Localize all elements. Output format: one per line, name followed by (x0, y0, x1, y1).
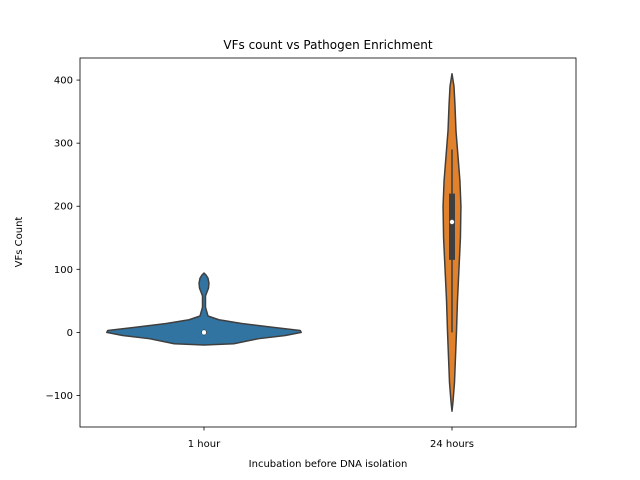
violin-group-1-hour (106, 272, 302, 346)
violin-iqr-box (449, 193, 455, 260)
y-axis: −100 0 100 200 300 400 (46, 76, 80, 402)
axes-frame (79, 57, 577, 428)
plot-area (106, 73, 462, 412)
violin-median-point (201, 330, 207, 335)
violin-median-point (449, 219, 455, 225)
y-tick-label: 100 (54, 265, 73, 276)
x-axis: 1 hour 24 hours (188, 427, 474, 450)
x-tick-label: 24 hours (430, 439, 474, 450)
y-tick-label: 400 (54, 76, 73, 87)
chart-title: VFs count vs Pathogen Enrichment (223, 38, 432, 52)
violin-group-24-hours (442, 73, 462, 412)
x-tick-label: 1 hour (188, 439, 221, 450)
y-tick-label: −100 (46, 391, 73, 402)
violin-body (106, 272, 302, 346)
y-tick-label: 0 (67, 328, 73, 339)
y-tick-label: 200 (54, 202, 73, 213)
x-axis-label: Incubation before DNA isolation (249, 459, 408, 470)
y-axis-label: VFs Count (14, 217, 25, 268)
y-tick-label: 300 (54, 139, 73, 150)
